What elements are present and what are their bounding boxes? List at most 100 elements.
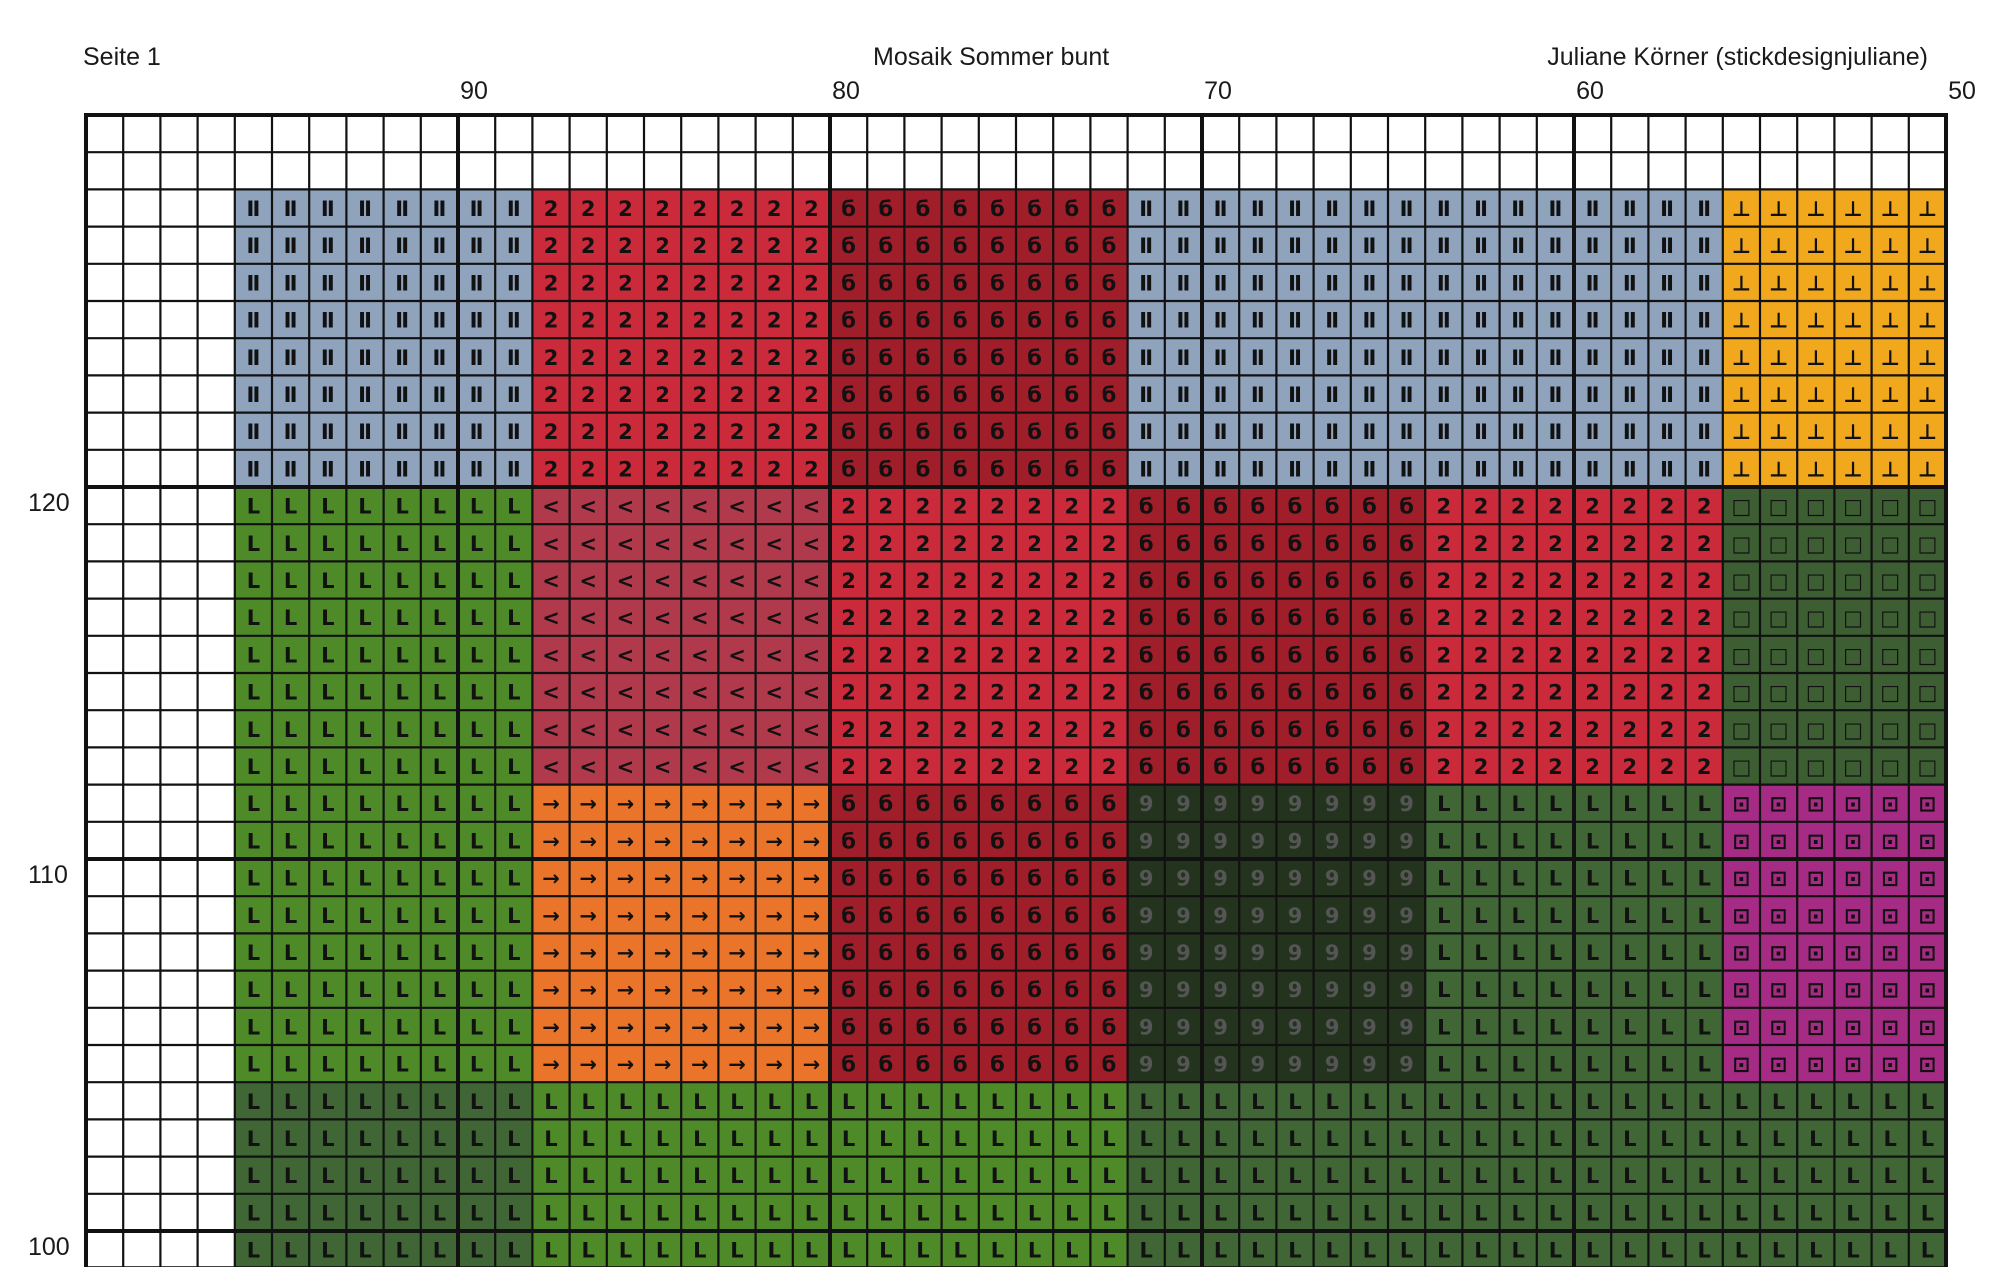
stitch-symbol: 2 xyxy=(1585,569,1600,593)
stitch-symbol: б xyxy=(1102,1053,1117,1077)
stitch-symbol: L xyxy=(1623,1201,1636,1225)
stitch-symbol: 2 xyxy=(1474,606,1489,630)
stitch-symbol: L xyxy=(1809,1201,1822,1225)
stitch-symbol: L xyxy=(396,606,409,630)
stitch-symbol: 2 xyxy=(1064,681,1079,705)
stitch-symbol: → xyxy=(654,904,672,928)
stitch-symbol: б xyxy=(916,197,931,221)
stitch-symbol: Ⅱ xyxy=(1548,457,1562,481)
stitch-symbol: < xyxy=(765,606,783,630)
stitch-symbol: L xyxy=(879,1127,892,1151)
stitch-symbol: б xyxy=(990,904,1005,928)
stitch-symbol: 9 xyxy=(1325,904,1340,928)
stitch-symbol: 2 xyxy=(1622,495,1637,519)
stitch-symbol: ⊡ xyxy=(1881,792,1899,816)
stitch-symbol: L xyxy=(730,1239,743,1263)
stitch-symbol: < xyxy=(542,755,560,779)
stitch-symbol: 2 xyxy=(730,271,745,295)
stitch-symbol: 2 xyxy=(1102,718,1117,742)
stitch-symbol: 2 xyxy=(618,309,633,333)
stitch-symbol: □ xyxy=(1843,569,1863,593)
stitch-symbol: L xyxy=(1512,941,1525,965)
stitch-symbol: □ xyxy=(1843,755,1863,779)
stitch-symbol: 2 xyxy=(1585,643,1600,667)
stitch-symbol: < xyxy=(728,532,746,556)
stitch-symbol: ⊥ xyxy=(1881,309,1900,333)
stitch-symbol: < xyxy=(654,495,672,519)
stitch-symbol: 2 xyxy=(730,234,745,258)
stitch-symbol: Ⅱ xyxy=(1214,234,1228,258)
stitch-symbol: □ xyxy=(1731,569,1751,593)
stitch-symbol: 2 xyxy=(1585,718,1600,742)
stitch-symbol: Ⅱ xyxy=(1437,197,1451,221)
stitch-symbol: 2 xyxy=(1660,532,1675,556)
stitch-symbol: Ⅱ xyxy=(1251,420,1265,444)
stitch-symbol: б xyxy=(1362,532,1377,556)
stitch-symbol: 9 xyxy=(1325,792,1340,816)
stitch-symbol: 9 xyxy=(1288,867,1303,891)
stitch-symbol: Ⅱ xyxy=(1511,309,1525,333)
stitch-symbol: L xyxy=(1698,1201,1711,1225)
stitch-symbol: Ⅱ xyxy=(246,234,260,258)
row-label-110: 110 xyxy=(28,861,68,889)
stitch-symbol: L xyxy=(1586,941,1599,965)
stitch-symbol: Ⅱ xyxy=(1214,383,1228,407)
stitch-symbol: 2 xyxy=(1064,532,1079,556)
stitch-symbol: б xyxy=(916,420,931,444)
stitch-symbol: < xyxy=(691,681,709,705)
stitch-symbol: Ⅱ xyxy=(246,197,260,221)
stitch-symbol: б xyxy=(1288,643,1303,667)
stitch-symbol: < xyxy=(728,495,746,519)
stitch-symbol: L xyxy=(284,532,297,556)
stitch-symbol: Ⅱ xyxy=(1139,197,1153,221)
stitch-symbol: б xyxy=(1362,718,1377,742)
stitch-symbol: □ xyxy=(1806,755,1826,779)
stitch-symbol: б xyxy=(1064,1015,1079,1039)
stitch-symbol: → xyxy=(728,867,746,891)
stitch-symbol: L xyxy=(1140,1239,1153,1263)
stitch-symbol: 2 xyxy=(804,420,819,444)
stitch-symbol: Ⅱ xyxy=(1362,383,1376,407)
stitch-symbol: Ⅱ xyxy=(1176,383,1190,407)
stitch-symbol: L xyxy=(321,1239,334,1263)
stitch-symbol: ⊡ xyxy=(1844,978,1862,1002)
stitch-symbol: 9 xyxy=(1362,867,1377,891)
stitch-symbol: L xyxy=(470,829,483,853)
stitch-symbol: L xyxy=(1846,1164,1859,1188)
stitch-symbol: L xyxy=(396,1127,409,1151)
stitch-symbol: L xyxy=(507,606,520,630)
stitch-symbol: L xyxy=(1660,1201,1673,1225)
stitch-symbol: Ⅱ xyxy=(1623,346,1637,370)
stitch-symbol: L xyxy=(1102,1164,1115,1188)
stitch-symbol: б xyxy=(878,457,893,481)
stitch-symbol: 9 xyxy=(1288,1053,1303,1077)
stitch-symbol: < xyxy=(542,681,560,705)
stitch-symbol: L xyxy=(1549,867,1562,891)
stitch-symbol: → xyxy=(654,829,672,853)
stitch-symbol: б xyxy=(1325,532,1340,556)
column-label-90: 90 xyxy=(460,77,488,105)
stitch-symbol: □ xyxy=(1917,606,1937,630)
stitch-symbol: 2 xyxy=(1064,718,1079,742)
stitch-symbol: б xyxy=(1102,829,1117,853)
stitch-symbol: □ xyxy=(1843,495,1863,519)
stitch-symbol: ⊡ xyxy=(1844,829,1862,853)
stitch-symbol: L xyxy=(1288,1090,1301,1114)
stitch-symbol: б xyxy=(1399,755,1414,779)
stitch-symbol: L xyxy=(544,1127,557,1151)
stitch-symbol: 9 xyxy=(1139,867,1154,891)
stitch-symbol: L xyxy=(1214,1127,1227,1151)
stitch-symbol: < xyxy=(765,681,783,705)
stitch-symbol: → xyxy=(803,1053,821,1077)
stitch-symbol: L xyxy=(656,1201,669,1225)
stitch-symbol: ⊥ xyxy=(1806,457,1825,481)
stitch-symbol: L xyxy=(1028,1164,1041,1188)
stitch-symbol: 2 xyxy=(1436,681,1451,705)
stitch-symbol: L xyxy=(507,1053,520,1077)
stitch-symbol: 9 xyxy=(1176,867,1191,891)
stitch-symbol: Ⅱ xyxy=(507,346,521,370)
stitch-symbol: L xyxy=(470,867,483,891)
stitch-symbol: L xyxy=(433,569,446,593)
stitch-symbol: L xyxy=(358,718,371,742)
stitch-symbol: б xyxy=(1027,904,1042,928)
